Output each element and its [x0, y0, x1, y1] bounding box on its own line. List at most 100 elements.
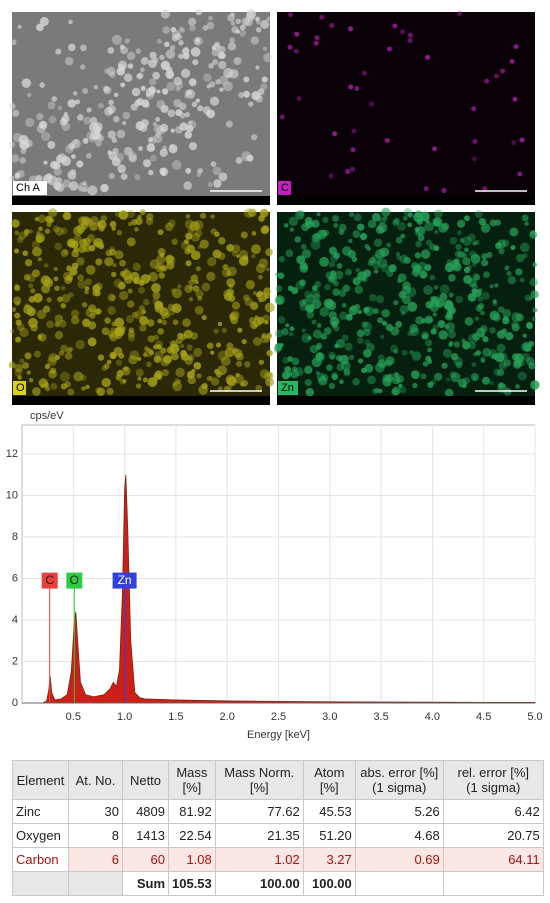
texture-dot: [10, 154, 20, 163]
texture-dot: [447, 330, 456, 339]
texture-dot: [196, 172, 202, 177]
texture-dot: [226, 376, 237, 387]
texture-dot: [502, 309, 512, 318]
texture-dot: [457, 10, 463, 16]
texture-dot: [356, 329, 365, 338]
cell: Oxygen: [12, 823, 69, 848]
texture-dot: [374, 362, 385, 373]
texture-dot: [135, 48, 142, 54]
texture-dot: [494, 352, 505, 363]
texture-dot: [156, 100, 166, 109]
texture-dot: [464, 215, 470, 222]
texture-dot: [494, 73, 500, 79]
texture-dot: [157, 328, 164, 335]
texture-dot: [492, 313, 502, 322]
texture-dot: [160, 347, 167, 354]
texture-dot: [462, 236, 472, 246]
texture-dot: [266, 16, 271, 22]
texture-dot: [132, 262, 141, 271]
texture-dot: [236, 253, 241, 259]
texture-dot: [30, 288, 36, 294]
texture-dot: [362, 349, 372, 358]
texture-dot: [68, 291, 74, 298]
texture-dot: [420, 318, 427, 324]
texture-dot: [185, 167, 192, 174]
info-bar: [277, 396, 535, 405]
texture-dot: [153, 134, 163, 144]
texture-dot: [48, 353, 58, 363]
texture-dot: [178, 53, 184, 59]
texture-dot: [398, 383, 403, 388]
texture-dot: [509, 227, 519, 237]
texture-dot: [219, 87, 224, 92]
texture-dot: [52, 225, 60, 233]
texture-dot: [489, 284, 494, 289]
texture-dot: [195, 9, 202, 16]
texture-dot: [69, 267, 78, 276]
texture-dot: [148, 272, 159, 282]
texture-dot: [89, 116, 98, 125]
info-bar: [12, 196, 270, 205]
texture-dot: [70, 240, 79, 249]
texture-dot: [78, 185, 84, 192]
texture-dot: [277, 316, 286, 324]
texture-dot: [494, 283, 499, 288]
texture-dot: [38, 227, 43, 232]
texture-dot: [323, 230, 330, 237]
texture-dot: [423, 285, 433, 295]
texture-dot: [120, 173, 128, 180]
data-row: Zinc 30 4809 81.92 77.62 45.53 5.26 6.42: [12, 799, 544, 824]
texture-dot: [463, 266, 471, 274]
texture-dot: [15, 336, 22, 343]
cell: 21.35: [214, 823, 304, 848]
texture-dot: [350, 147, 356, 153]
texture-dot: [46, 221, 52, 228]
texture-dot: [441, 187, 447, 193]
texture-dot: [503, 359, 512, 367]
texture-dot: [381, 309, 390, 318]
texture-dot: [275, 343, 282, 350]
texture-dot: [289, 227, 295, 232]
texture-dot: [108, 99, 114, 106]
texture-dot: [255, 384, 263, 392]
texture-dot: [294, 31, 300, 37]
texture-dot: [482, 336, 489, 343]
texture-dot: [322, 216, 329, 223]
texture-dot: [109, 248, 117, 256]
texture-dot: [55, 227, 64, 236]
texture-dot: [424, 221, 434, 232]
texture-dot: [190, 250, 201, 261]
texture-dot: [138, 286, 146, 294]
cell: 22.54: [168, 823, 216, 848]
texture-dot: [422, 361, 429, 367]
texture-dot: [473, 274, 481, 281]
texture-dot: [285, 249, 294, 258]
texture-dot: [37, 226, 43, 232]
texture-dot: [420, 249, 431, 259]
texture-dot: [137, 376, 142, 381]
texture-dot: [148, 58, 158, 69]
texture-dot: [93, 237, 104, 248]
texture-dot: [369, 101, 375, 107]
texture-dot: [352, 377, 360, 386]
texture-dot: [180, 68, 191, 78]
texture-dot: [511, 140, 517, 146]
texture-dot: [32, 387, 41, 396]
texture-dot: [285, 323, 290, 328]
texture-dot: [187, 370, 195, 379]
texture-dot: [434, 209, 443, 218]
texture-dot: [367, 375, 376, 385]
texture-dot: [402, 281, 411, 290]
texture-dot: [76, 257, 85, 266]
texture-dot: [131, 311, 138, 319]
texture-dot: [166, 81, 176, 91]
texture-dot: [532, 307, 538, 313]
texture-dot: [190, 332, 199, 340]
texture-dot: [67, 388, 75, 396]
texture-dot: [380, 263, 390, 273]
texture-dot: [17, 236, 24, 243]
texture-dot: [75, 339, 85, 350]
texture-dot: [299, 279, 306, 286]
blank-cell: [354, 871, 444, 896]
